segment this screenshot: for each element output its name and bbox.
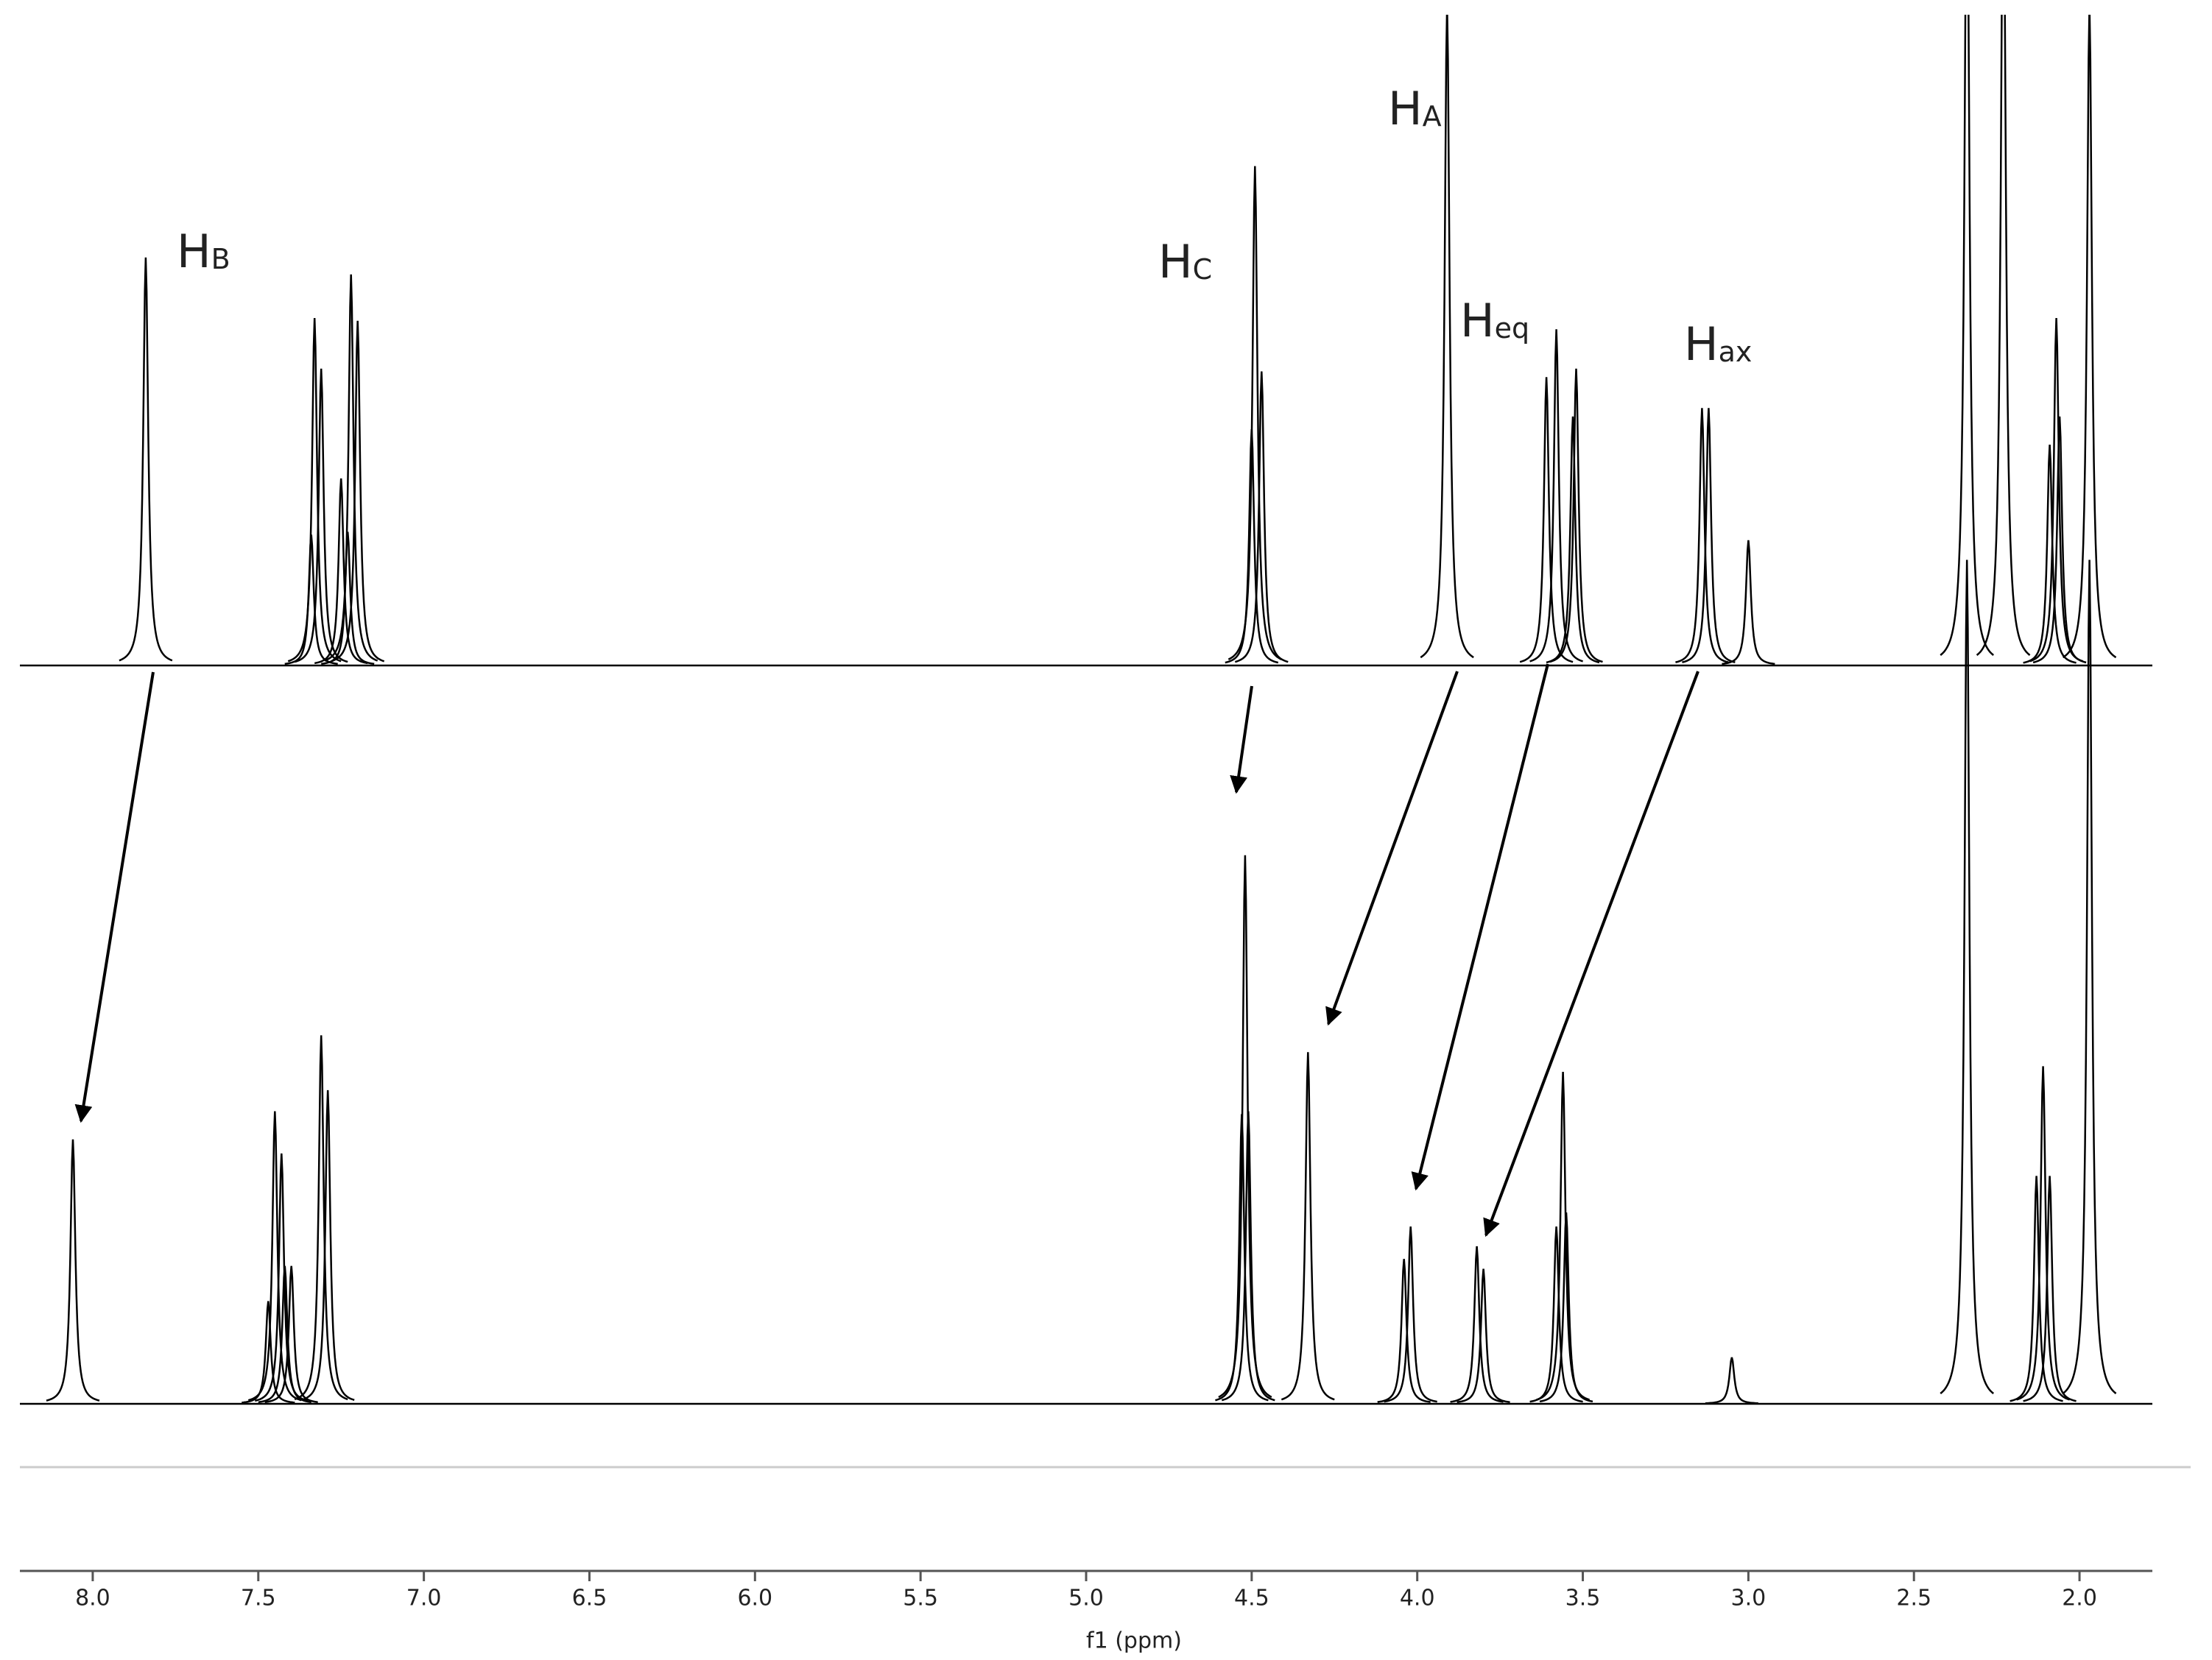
peak <box>2016 1066 2070 1401</box>
peak <box>1519 377 1574 663</box>
x-tick-label: 3.0 <box>1731 1586 1767 1611</box>
peak <box>1234 371 1289 663</box>
peak <box>247 1111 302 1402</box>
peak <box>46 1139 100 1402</box>
peak <box>1722 540 1775 665</box>
peak <box>331 320 385 663</box>
x-tick-label: 4.5 <box>1234 1586 1269 1611</box>
peak <box>1675 408 1729 663</box>
peak <box>2029 317 2083 663</box>
peak <box>1221 1111 1275 1402</box>
x-tick-label: 8.0 <box>75 1586 110 1611</box>
arrow <box>1230 685 1253 794</box>
peak <box>264 1265 318 1403</box>
peak <box>1420 15 1474 659</box>
arrow <box>1483 671 1699 1237</box>
peak <box>1384 1226 1437 1403</box>
peak <box>1682 408 1736 663</box>
x-tick-label: 7.5 <box>241 1586 276 1611</box>
peak <box>1940 559 1995 1394</box>
peak <box>1457 1268 1510 1404</box>
peak <box>2062 15 2117 659</box>
peak <box>1450 1246 1504 1403</box>
peak <box>294 1035 348 1401</box>
peak <box>2023 1176 2077 1402</box>
x-tick-label: 4.0 <box>1400 1586 1435 1611</box>
peak <box>1377 1259 1431 1403</box>
x-tick-label: 2.0 <box>2062 1586 2097 1611</box>
x-tick-label: 5.0 <box>1068 1586 1104 1611</box>
arrows <box>74 663 1699 1237</box>
annotation-sub: ax <box>1719 336 1753 368</box>
peak <box>2023 444 2077 664</box>
peak <box>1549 368 1603 663</box>
annotation: HB <box>177 225 230 278</box>
x-tick-label: 2.5 <box>1896 1586 1931 1611</box>
x-tick-label: 7.0 <box>406 1586 442 1611</box>
x-tick-label: 6.0 <box>737 1586 772 1611</box>
peak <box>2032 416 2087 664</box>
peak <box>1705 1357 1758 1405</box>
arrow <box>1411 663 1549 1191</box>
x-axis-label: f1 (ppm) <box>1086 1628 1182 1654</box>
peak <box>1539 1212 1593 1403</box>
peak <box>1281 1052 1335 1401</box>
plot-area <box>20 15 2152 1405</box>
annotation-sub: eq <box>1495 312 1530 345</box>
x-tick-label: 5.5 <box>903 1586 938 1611</box>
peak <box>119 257 173 662</box>
annotation-main: H <box>1684 317 1719 371</box>
x-tick-label: 3.5 <box>1565 1586 1601 1611</box>
annotation-sub: B <box>211 243 230 275</box>
arrow <box>1325 671 1459 1026</box>
arrow <box>74 671 155 1123</box>
peak <box>320 531 375 665</box>
annotation-sub: C <box>1193 253 1213 286</box>
peak <box>1218 855 1272 1399</box>
annotation: Heq <box>1460 294 1529 347</box>
annotation: Hax <box>1684 317 1752 371</box>
annotation-main: H <box>1158 235 1193 289</box>
peak <box>314 478 368 665</box>
peak <box>1529 329 1583 663</box>
annotation-main: H <box>1388 82 1423 135</box>
annotation-main: H <box>1460 294 1495 347</box>
annotation: HC <box>1158 235 1212 289</box>
peak <box>1536 1071 1590 1401</box>
peak <box>300 1089 355 1401</box>
x-tick-label: 6.5 <box>572 1586 607 1611</box>
peak <box>1940 15 1995 656</box>
peak <box>1227 166 1282 660</box>
annotation: HA <box>1388 82 1442 135</box>
annotation-sub: A <box>1423 100 1442 133</box>
peak <box>2062 559 2117 1394</box>
annotation-main: H <box>177 225 211 278</box>
peak <box>1976 15 2031 656</box>
peak <box>2010 1176 2063 1402</box>
peak <box>1529 1226 1583 1403</box>
peak <box>242 1301 295 1404</box>
peak <box>324 274 378 662</box>
